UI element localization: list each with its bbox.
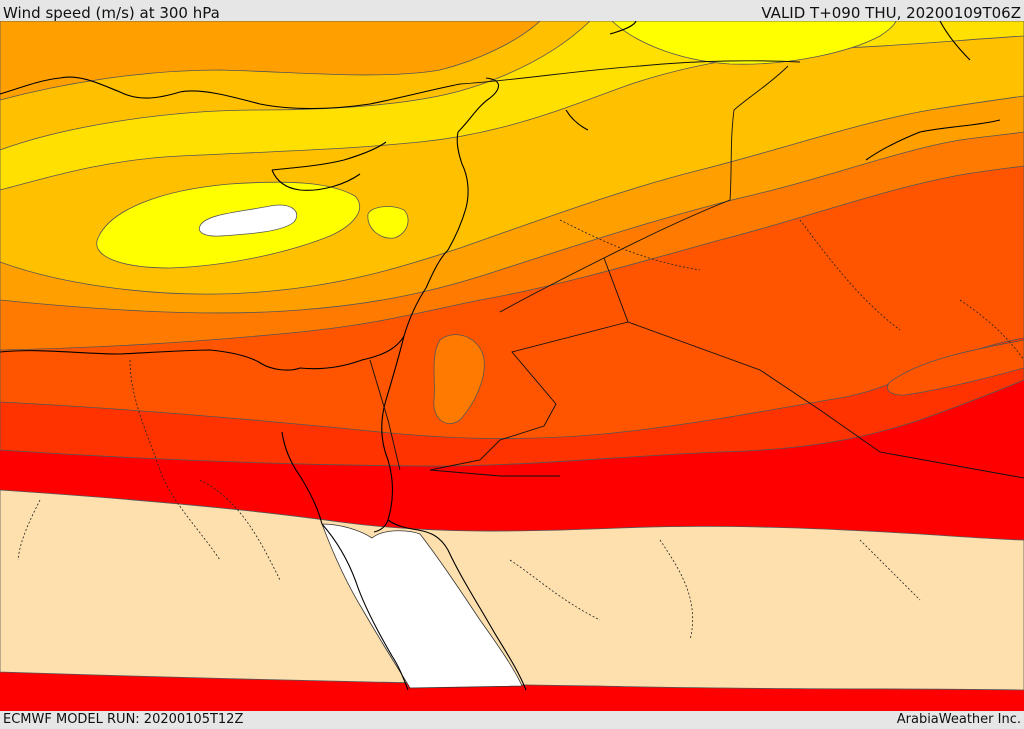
band-25-30-islet (367, 206, 409, 239)
calm-core (198, 204, 298, 237)
coastlines (0, 21, 1001, 691)
header-bar (0, 0, 1024, 21)
credit: ArabiaWeather Inc. (896, 712, 1021, 727)
internal-borders (17, 219, 1024, 641)
map-title: Wind speed (m/s) at 300 hPa (3, 4, 220, 22)
red-sea-calm (321, 523, 523, 689)
borders (369, 60, 1024, 479)
valid-time: VALID T+090 THU, 20200109T06Z (761, 4, 1021, 22)
band-20-25-north (611, 21, 897, 65)
wind-speed-map (0, 21, 1024, 711)
band-40-45-pocket (433, 334, 485, 425)
band-45-50-east (887, 339, 1024, 396)
footer-bar (0, 711, 1024, 729)
model-run: ECMWF MODEL RUN: 20200105T12Z (3, 712, 244, 727)
